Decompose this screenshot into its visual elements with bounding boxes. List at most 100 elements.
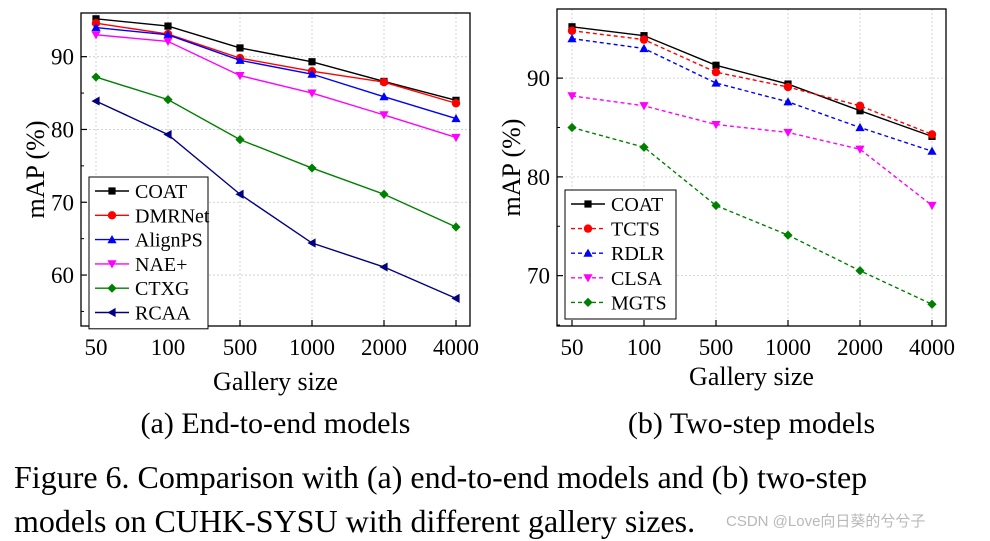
- plot-frame: [80, 12, 471, 327]
- x-tick-label: 50: [561, 335, 584, 360]
- x-tick-label: 1000: [289, 335, 335, 360]
- data-point-500: [236, 44, 244, 52]
- series-clsa: [567, 92, 937, 211]
- data-point-50: [92, 15, 100, 23]
- series-alignps: [91, 22, 461, 123]
- x-tick-label: 100: [151, 335, 186, 360]
- data-point-4000: [451, 293, 460, 303]
- data-point-1000: [307, 89, 317, 98]
- data-point-4000: [927, 201, 937, 211]
- legend-swatch-marker: [107, 307, 116, 318]
- legend-entry: DMRNet: [95, 205, 210, 227]
- data-point-100: [639, 142, 649, 152]
- y-axis-label: mAP (%): [497, 119, 526, 217]
- data-point-2000: [379, 77, 389, 87]
- data-point-2000: [856, 107, 864, 115]
- data-point-100: [163, 95, 173, 105]
- legend-label: AlignPS: [135, 230, 203, 252]
- chart-panel-a: 60 70 80 90 50 100 500 1000 2000 4000 Gallery size…: [21, 12, 479, 440]
- data-point-500: [235, 55, 245, 64]
- legend-entry: RDLR: [571, 243, 665, 265]
- y-tick-label: 70: [51, 190, 74, 215]
- data-point-100: [163, 37, 173, 46]
- data-point-4000: [927, 146, 937, 155]
- series-tcts: [567, 26, 937, 139]
- data-point-2000: [379, 189, 389, 199]
- series-line: [95, 100, 457, 299]
- legend-label: NAE+: [135, 254, 187, 276]
- data-point-100: [639, 35, 649, 44]
- chart-panel-b: 70 80 90 50 100 500 1000 2000 4000 Gallery size mA…: [497, 8, 955, 440]
- data-point-500: [235, 72, 245, 81]
- data-point-1000: [307, 69, 317, 78]
- legend-entry: CTXG: [95, 278, 189, 300]
- series-rdlr: [567, 34, 937, 155]
- data-point-2000: [855, 145, 865, 154]
- series-line: [571, 95, 933, 207]
- data-point-2000: [855, 122, 865, 132]
- x-tick-label: 2000: [837, 335, 883, 360]
- data-point-500: [711, 68, 721, 77]
- series-rcaa: [91, 96, 460, 303]
- data-point-2000: [379, 262, 388, 272]
- data-point-50: [91, 96, 100, 106]
- legend-entry: COAT: [571, 194, 663, 216]
- figure-caption-line-2: models on CUHK-SYSU with different galle…: [14, 503, 696, 539]
- legend-entry: TCTS: [571, 219, 660, 241]
- legend-box: [564, 189, 677, 320]
- data-point-1000: [307, 238, 316, 248]
- panel-title: (b) Two-step models: [628, 407, 875, 440]
- legend-swatch-marker: [107, 260, 117, 269]
- data-point-1000: [783, 230, 793, 240]
- series-line: [95, 18, 457, 102]
- data-point-2000: [379, 92, 389, 101]
- x-tick-label: 4000: [433, 335, 479, 360]
- data-point-2000: [855, 101, 865, 110]
- data-point-1000: [783, 82, 793, 92]
- data-point-4000: [451, 222, 461, 232]
- series-ctxg: [91, 72, 461, 232]
- series-mgts: [567, 122, 937, 309]
- legend-swatch-marker: [583, 224, 593, 233]
- plot-frame: [556, 8, 947, 327]
- data-point-100: [639, 102, 649, 111]
- x-tick-label: 1000: [765, 335, 811, 360]
- data-point-100: [164, 22, 172, 30]
- series-line: [571, 26, 933, 138]
- data-point-50: [567, 34, 577, 43]
- x-tick-label: 100: [627, 335, 662, 360]
- series-coat: [568, 23, 936, 140]
- data-point-50: [91, 31, 101, 40]
- series-coat: [92, 15, 460, 104]
- legend-label: TCTS: [611, 219, 660, 241]
- data-point-4000: [451, 113, 461, 123]
- legend-entry: NAE+: [95, 254, 187, 276]
- legend-entry: MGTS: [571, 292, 667, 314]
- data-point-500: [712, 61, 720, 69]
- legend-swatch-marker: [107, 283, 117, 293]
- data-point-50: [91, 22, 101, 32]
- panel-title: (a) End-to-end models: [141, 407, 411, 440]
- data-point-500: [235, 135, 245, 145]
- data-point-100: [163, 30, 173, 39]
- series-nae: [91, 31, 461, 143]
- y-tick-label: 80: [51, 117, 74, 142]
- legend-label: DMRNet: [135, 205, 210, 227]
- legend-swatch-marker: [107, 211, 117, 220]
- series-line: [571, 126, 933, 305]
- data-point-50: [567, 26, 577, 35]
- data-point-50: [567, 122, 577, 133]
- x-tick-label: 500: [223, 335, 258, 360]
- legend-swatch-marker: [584, 200, 592, 208]
- legend-swatch-marker: [583, 274, 593, 283]
- data-point-500: [711, 120, 721, 130]
- legend-swatch-marker: [107, 235, 117, 244]
- legend-entry: AlignPS: [95, 230, 203, 252]
- data-point-4000: [927, 130, 937, 139]
- legend-label: RCAA: [135, 303, 191, 325]
- data-point-4000: [451, 99, 461, 108]
- y-tick-label: 60: [51, 263, 74, 288]
